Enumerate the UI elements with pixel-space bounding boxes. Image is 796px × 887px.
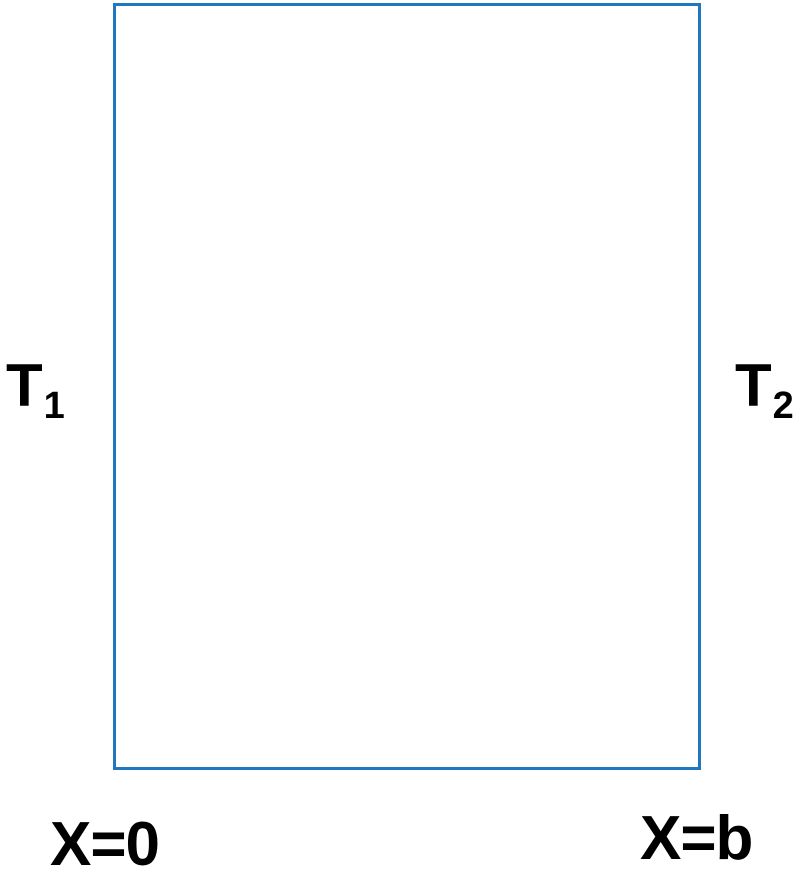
right-temperature-subscript: 2 — [772, 385, 794, 427]
right-position-label: X=b — [640, 804, 753, 873]
right-temperature-label: T2 — [735, 352, 794, 426]
right-temperature-symbol: T — [735, 352, 772, 419]
slab-boundary — [113, 3, 701, 770]
left-position-label: X=0 — [50, 810, 160, 879]
left-temperature-label: T1 — [6, 352, 65, 426]
left-temperature-subscript: 1 — [43, 385, 65, 427]
left-temperature-symbol: T — [6, 352, 43, 419]
